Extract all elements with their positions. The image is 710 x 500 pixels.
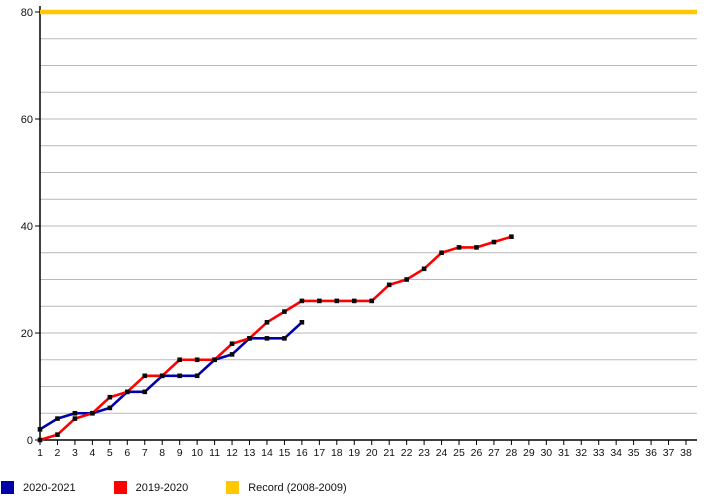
legend-label: 2019-2020 (135, 481, 189, 494)
data-point-marker (282, 309, 287, 314)
data-point-marker (212, 357, 217, 363)
data-point-marker (142, 389, 148, 395)
data-point-marker (229, 352, 235, 357)
x-axis-label: 15 (279, 447, 291, 459)
y-axis-label: 20 (21, 328, 33, 340)
x-axis-label: 28 (506, 447, 518, 459)
x-axis-label: 23 (418, 447, 430, 459)
y-axis-label: 40 (21, 221, 33, 233)
x-axis-label: 2 (55, 447, 61, 459)
legend-item-2020-2021: 2020-2021 (1, 481, 76, 494)
y-axis-label: 60 (21, 114, 33, 126)
chart-legend: 2020-2021 2019-2020 Record (2008-2009) (1, 481, 385, 494)
x-axis-label: 22 (401, 447, 413, 459)
data-point-marker (55, 432, 60, 437)
series-line-2019-2020 (39, 235, 512, 442)
x-axis-label: 11 (209, 447, 220, 459)
x-axis-label: 21 (383, 447, 395, 459)
x-axis-label: 6 (124, 447, 130, 459)
x-axis-label: 7 (142, 447, 148, 459)
x-axis-label: 30 (540, 447, 552, 459)
x-axis-label: 10 (191, 447, 203, 459)
x-axis-label: 1 (37, 447, 43, 459)
data-point-marker (142, 373, 148, 379)
x-axis-label: 20 (366, 447, 378, 459)
x-axis-label: 5 (107, 447, 113, 459)
x-axis-label: 18 (331, 447, 343, 459)
x-axis-label: 25 (453, 447, 465, 459)
data-point-marker (299, 298, 305, 304)
x-axis-label: 27 (488, 447, 500, 459)
x-axis-label: 29 (523, 447, 535, 459)
data-point-marker (317, 298, 322, 304)
series-line-2020-2021 (39, 321, 303, 431)
x-axis-label: 17 (314, 447, 326, 459)
data-point-marker (107, 405, 113, 411)
x-axis-label: 16 (296, 447, 308, 459)
data-point-marker (229, 341, 235, 346)
x-axis-label: 19 (348, 447, 360, 459)
x-axis-label: 32 (575, 447, 587, 459)
data-point-marker (264, 336, 270, 341)
x-axis-label: 4 (89, 447, 95, 459)
x-axis-label: 36 (645, 447, 657, 459)
data-point-marker (37, 437, 43, 443)
data-point-marker (247, 336, 252, 341)
x-axis-label: 37 (663, 447, 675, 459)
data-point-marker (474, 245, 479, 250)
legend-item-2019-2020: 2019-2020 (113, 481, 189, 494)
data-point-marker (55, 416, 60, 421)
data-point-marker (124, 389, 130, 395)
data-point-marker (386, 282, 392, 288)
data-point-marker (351, 298, 357, 304)
legend-swatch (1, 481, 14, 494)
y-axis-label: 0 (27, 435, 33, 447)
legend-swatch (113, 481, 127, 494)
x-axis-label: 9 (177, 447, 183, 459)
data-point-marker (194, 357, 200, 363)
data-point-marker (194, 373, 200, 379)
legend-label: 2020-2021 (23, 481, 76, 494)
x-axis-label: 3 (72, 447, 78, 459)
data-point-marker (491, 239, 497, 245)
data-point-marker (456, 245, 462, 250)
x-axis-label: 31 (558, 447, 570, 459)
data-point-marker (159, 373, 165, 379)
data-point-marker (177, 373, 182, 379)
x-axis-label: 26 (471, 447, 483, 459)
legend-label: Record (2008-2009) (248, 481, 347, 494)
x-axis-label: 8 (159, 447, 165, 459)
data-point-marker (37, 427, 43, 432)
data-point-marker (421, 266, 427, 272)
data-point-marker (90, 410, 95, 416)
data-point-marker (107, 394, 113, 400)
data-point-marker (334, 298, 340, 304)
data-point-marker (299, 320, 305, 325)
legend-item-record-2008-2009-: Record (2008-2009) (226, 481, 347, 494)
x-axis-label: 34 (610, 447, 622, 459)
x-axis-label: 14 (261, 447, 273, 459)
x-axis-label: 13 (244, 447, 256, 459)
x-axis-label: 35 (628, 447, 640, 459)
x-axis-label: 24 (436, 447, 448, 459)
data-point-marker (369, 298, 375, 304)
x-axis-label: 33 (593, 447, 605, 459)
data-point-marker (509, 234, 514, 239)
legend-swatch (226, 481, 240, 494)
data-point-marker (439, 250, 444, 256)
data-point-marker (72, 416, 78, 421)
x-axis-label: 12 (226, 447, 238, 459)
data-point-marker (177, 357, 182, 363)
data-point-marker (72, 410, 78, 416)
x-axis-label: 38 (680, 447, 692, 459)
y-axis-label: 80 (21, 7, 33, 19)
data-point-marker (404, 277, 409, 282)
data-point-marker (282, 336, 287, 341)
data-point-marker (264, 320, 270, 325)
